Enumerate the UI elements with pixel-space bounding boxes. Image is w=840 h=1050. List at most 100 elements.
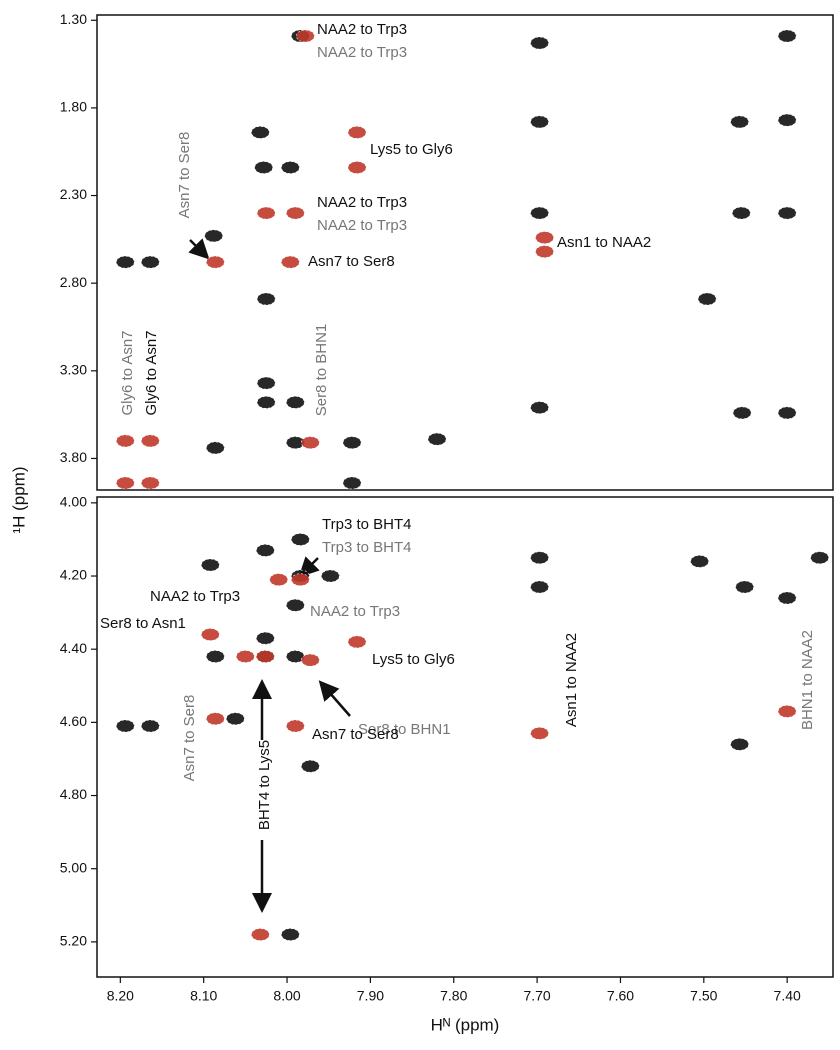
peak [251,126,270,139]
peak [281,255,300,269]
y-axis-label: ¹H (ppm) [9,466,28,533]
annotation: NAA2 to Trp3 [317,44,407,61]
peak [347,126,367,139]
annotation: NAA2 to Trp3 [317,217,407,234]
peak [286,206,305,220]
y-tick-label: 3.30 [60,362,87,378]
annotation: Asn7 to Ser8 [176,132,193,219]
annotation: Ser8 to BHN1 [313,324,330,417]
peak [269,573,289,586]
annotation: Lys5 to Gly6 [370,141,453,158]
x-tick-label: 8.10 [190,988,217,1004]
peak [254,161,274,174]
annotation: Lys5 to Gly6 [372,651,455,668]
peak [226,712,245,726]
peak [530,727,549,740]
peak [204,229,223,243]
annotation: Ser8 to BHN1 [358,721,451,738]
peak [256,376,276,390]
annotation: Asn1 to NAA2 [563,633,580,727]
peak [281,161,300,174]
x-tick-label: 7.80 [440,988,467,1004]
x-tick-label: 8.00 [273,988,300,1004]
y-tick-label: 2.80 [60,274,87,290]
y-tick-label: 5.00 [60,859,87,875]
peak [206,255,225,269]
annotation: Ser8 to Asn1 [100,615,186,632]
peak [732,206,751,220]
top-panel-frame [96,14,834,491]
annotation: Gly6 to Asn7 [143,330,160,415]
peak [201,628,220,641]
peak [206,712,225,726]
arrow [188,238,210,260]
peak [141,719,160,733]
peak [291,573,310,586]
x-tick-label: 7.40 [774,988,801,1004]
peak [342,436,362,449]
annotation: NAA2 to Trp3 [317,194,407,211]
peak [206,441,225,455]
peak [291,533,310,546]
x-tick-label: 7.60 [607,988,634,1004]
peak [286,598,305,612]
peak [347,635,367,649]
peak [530,401,549,414]
peak [347,161,367,174]
peak [116,255,135,269]
peak [697,292,717,306]
annotation: BHN1 to NAA2 [799,630,816,730]
peak [535,231,554,244]
peak [777,406,797,420]
peak [256,650,275,663]
peak [690,555,709,568]
peak [342,476,362,490]
annotation: Trp3 to BHT4 [322,539,411,556]
peak [535,245,554,258]
peak [236,650,255,663]
peak [321,569,340,583]
annotation: Gly6 to Asn7 [119,330,136,415]
y-tick-label: 1.30 [60,11,87,27]
peak [281,928,300,941]
peak [296,29,315,43]
annotation: BHT4 to Lys5 [256,740,273,830]
peak [256,631,275,645]
y-tick-label: 4.40 [60,640,87,656]
peak [141,434,160,448]
peak [530,36,549,50]
peak [427,432,447,446]
peak [732,406,752,420]
y-tick-label: 4.80 [60,786,87,802]
y-tick-label: 2.30 [60,186,87,202]
peak [301,759,320,773]
x-tick-label: 8.20 [107,988,134,1004]
peak [256,292,276,306]
y-tick-label: 5.20 [60,933,87,949]
peak [777,591,797,605]
peak [530,580,549,594]
annotation: NAA2 to Trp3 [317,21,407,38]
peak [256,544,275,557]
peak [116,719,135,733]
peak [530,206,549,220]
peak [301,436,320,449]
y-tick-label: 4.60 [60,713,87,729]
peak [256,396,276,409]
peak [141,255,160,269]
annotation: Asn7 to Ser8 [312,726,399,743]
peak [201,558,220,572]
x-tick-label: 7.70 [523,988,550,1004]
peak [735,580,754,594]
x-tick-label: 7.90 [357,988,384,1004]
annotation: Asn1 to NAA2 [557,234,651,251]
peak [116,434,135,448]
annotation: Trp3 to BHT4 [322,516,411,533]
annotation: Asn7 to Ser8 [181,695,198,782]
annotation: NAA2 to Trp3 [150,588,240,605]
peak [730,738,749,751]
peak [256,206,276,220]
annotation: Asn7 to Ser8 [308,253,395,270]
peak [286,719,305,733]
